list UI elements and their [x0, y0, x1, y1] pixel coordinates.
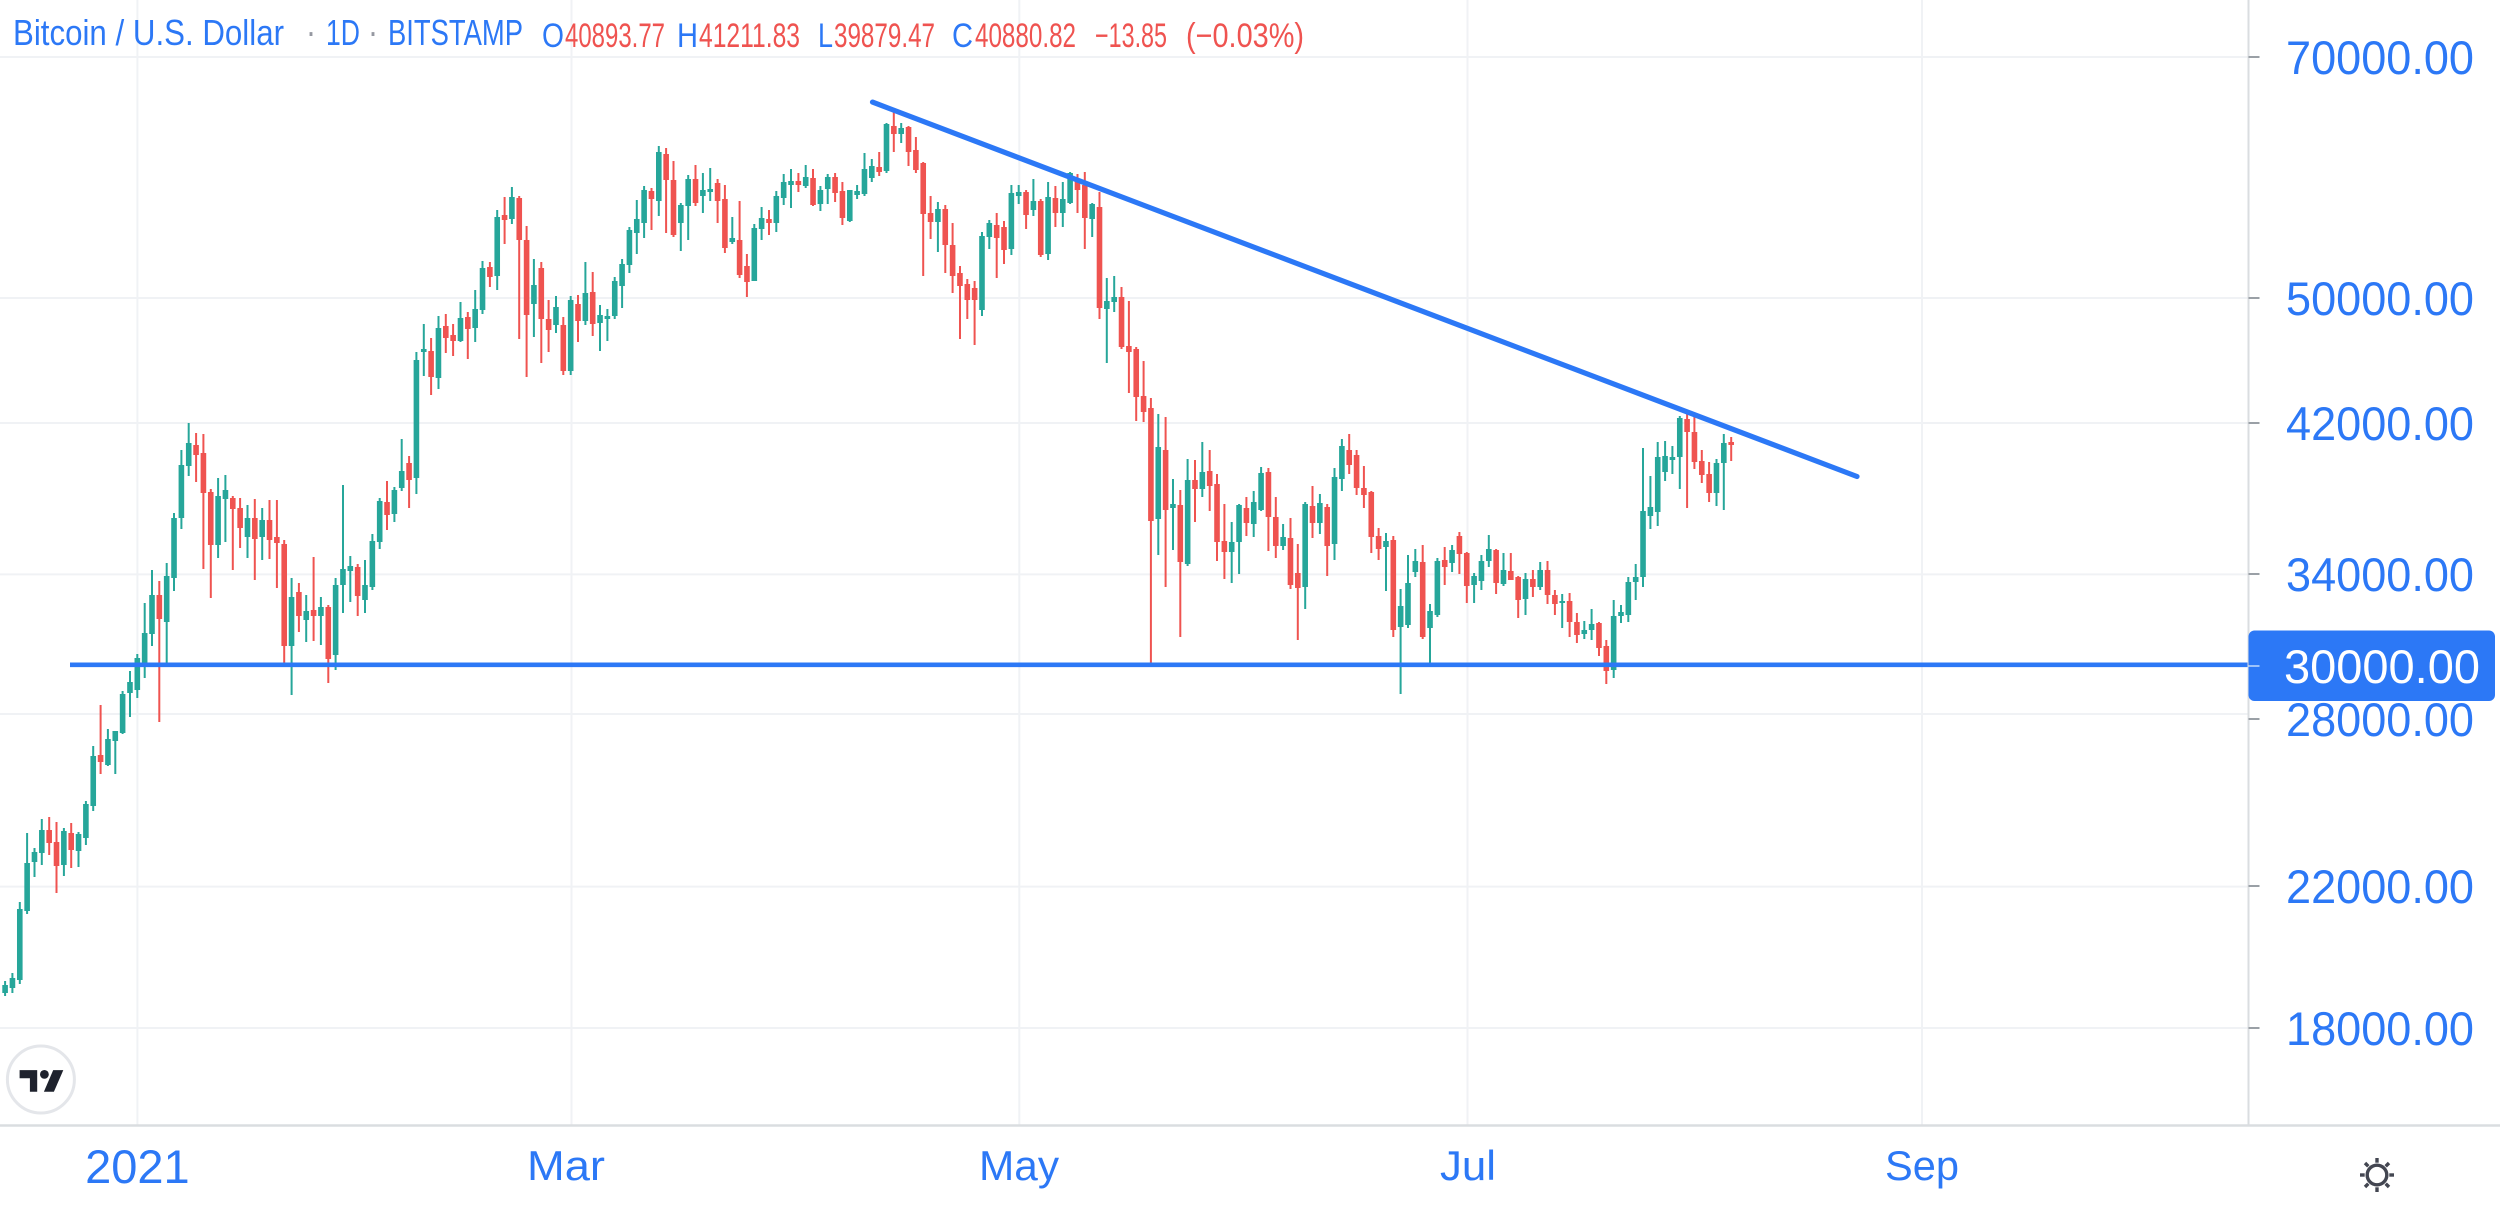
- svg-text:BITSTAMP: BITSTAMP: [388, 12, 523, 53]
- svg-text:28000.00: 28000.00: [2286, 693, 2474, 746]
- svg-text:30000.00: 30000.00: [2284, 640, 2480, 693]
- svg-text:C: C: [952, 17, 973, 55]
- svg-text:H: H: [677, 17, 698, 55]
- svg-text:18000.00: 18000.00: [2286, 1002, 2474, 1055]
- svg-text:Sep: Sep: [1885, 1142, 1959, 1189]
- svg-text:1D: 1D: [326, 12, 360, 53]
- svg-text:42000.00: 42000.00: [2286, 397, 2474, 450]
- svg-text:O: O: [542, 17, 564, 55]
- svg-text:34000.00: 34000.00: [2286, 548, 2474, 601]
- svg-text:·: ·: [368, 11, 378, 52]
- svg-text:22000.00: 22000.00: [2286, 860, 2474, 913]
- svg-text:50000.00: 50000.00: [2286, 272, 2474, 325]
- svg-text:41211.83: 41211.83: [699, 17, 800, 55]
- svg-text:2021: 2021: [85, 1140, 190, 1193]
- svg-text:May: May: [979, 1142, 1059, 1189]
- svg-text:40880.82: 40880.82: [975, 17, 1076, 55]
- svg-text:Jul: Jul: [1440, 1142, 1496, 1189]
- svg-text:·: ·: [306, 11, 316, 52]
- svg-text:Bitcoin / U.S. Dollar: Bitcoin / U.S. Dollar: [13, 12, 284, 53]
- svg-text:39879.47: 39879.47: [834, 17, 935, 55]
- svg-text:L: L: [818, 17, 833, 55]
- svg-text:70000.00: 70000.00: [2286, 31, 2474, 84]
- svg-text:Mar: Mar: [527, 1142, 605, 1189]
- svg-text:40893.77: 40893.77: [565, 17, 665, 55]
- svg-text:−13.85: −13.85: [1095, 17, 1167, 55]
- svg-text:(−0.03%): (−0.03%): [1186, 17, 1304, 55]
